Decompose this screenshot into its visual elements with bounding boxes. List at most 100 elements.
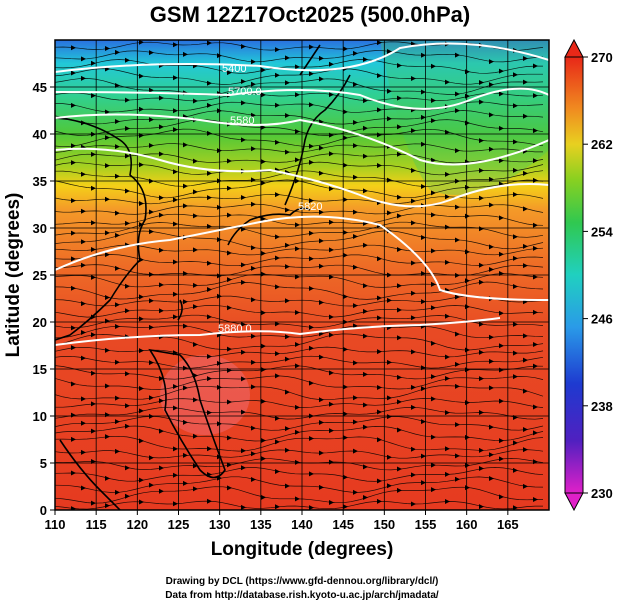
flow-arrow — [329, 332, 334, 338]
flow-arrow — [173, 259, 178, 265]
flow-arrow — [173, 75, 178, 81]
flow-arrow — [309, 44, 314, 50]
flow-arrow — [523, 333, 528, 339]
flow-arrow — [533, 245, 538, 251]
flow-arrow — [465, 69, 470, 75]
flow-arrow — [217, 148, 222, 154]
sakhalin-coast — [299, 44, 321, 76]
flow-arrow — [125, 283, 130, 289]
flow-arrow — [105, 434, 110, 440]
y-tick-label: 20 — [33, 315, 47, 330]
flow-arrow — [183, 142, 188, 148]
flow-arrow — [139, 162, 144, 168]
flow-arrow — [343, 46, 348, 52]
flow-arrow — [91, 220, 96, 226]
flow-arrow — [309, 285, 314, 291]
flow-arrow — [533, 63, 538, 69]
flow-arrow — [227, 346, 232, 352]
flow-arrow — [91, 185, 96, 191]
flow-arrow — [421, 299, 426, 305]
flow-arrow — [353, 234, 358, 240]
flow-arrow — [159, 308, 164, 314]
flow-arrow — [353, 174, 358, 180]
flow-arrow — [261, 159, 266, 165]
flow-arrow — [285, 207, 290, 213]
flow-arrow — [533, 459, 538, 465]
flow-arrow — [455, 148, 460, 154]
streamline — [55, 170, 544, 187]
flow-arrow — [105, 318, 110, 324]
flow-arrow — [455, 108, 460, 114]
flow-arrow — [431, 118, 436, 124]
flow-arrow — [159, 465, 164, 471]
flow-arrow — [149, 360, 154, 366]
flow-arrow — [445, 313, 450, 319]
flow-arrow — [523, 79, 528, 85]
flow-arrow — [275, 351, 280, 357]
flow-arrow — [455, 453, 460, 459]
flow-arrow — [139, 438, 144, 444]
flow-arrow — [285, 356, 290, 362]
flow-arrow — [513, 72, 518, 78]
flow-arrow — [353, 360, 358, 366]
flow-arrow — [241, 100, 246, 106]
flow-arrow — [455, 91, 460, 97]
flow-arrow — [343, 384, 348, 390]
streamline — [55, 435, 544, 452]
flow-arrow — [275, 234, 280, 240]
flow-arrow — [397, 194, 402, 200]
flow-arrow — [207, 410, 212, 416]
flow-arrow — [455, 237, 460, 243]
flow-arrow — [353, 120, 358, 126]
flow-arrow — [261, 67, 266, 73]
flow-arrow — [353, 323, 358, 329]
flow-arrow — [523, 206, 528, 212]
flow-arrow — [193, 282, 198, 288]
flow-arrow — [411, 198, 416, 204]
x-tick-label: 140 — [291, 517, 313, 532]
flow-arrow — [319, 238, 324, 244]
flow-arrow — [125, 153, 130, 159]
japan-east-coast — [284, 74, 351, 206]
streamline — [55, 78, 544, 96]
flow-arrow — [445, 410, 450, 416]
flow-arrow — [251, 201, 256, 207]
flow-arrow — [295, 64, 300, 70]
flow-arrow — [363, 57, 368, 63]
flow-arrow — [125, 126, 130, 132]
flow-arrow — [363, 153, 368, 159]
flow-arrow — [251, 297, 256, 303]
flow-arrow — [533, 93, 538, 99]
flow-arrow — [319, 145, 324, 151]
flow-arrow — [445, 194, 450, 200]
flow-arrow — [81, 75, 86, 81]
flow-arrow — [295, 310, 300, 316]
flow-arrow — [397, 213, 402, 219]
flow-arrow — [431, 190, 436, 196]
warm-anomaly — [160, 355, 250, 435]
y-tick-label: 0 — [40, 503, 47, 518]
flow-arrow — [363, 333, 368, 339]
flow-arrow — [275, 373, 280, 379]
flow-arrow — [377, 478, 382, 484]
flow-arrow — [125, 465, 130, 471]
flow-arrow — [227, 250, 232, 256]
flow-arrow — [295, 92, 300, 98]
flow-arrow — [499, 367, 504, 373]
flow-arrow — [261, 216, 266, 222]
flow-arrow — [217, 237, 222, 243]
flow-arrow — [465, 213, 470, 219]
flow-arrow — [479, 447, 484, 453]
flow-arrow — [183, 183, 188, 189]
colorbar-body — [564, 56, 584, 494]
flow-arrow — [397, 335, 402, 341]
flow-arrow — [319, 420, 324, 426]
flow-arrow — [499, 271, 504, 277]
flow-arrow — [207, 80, 212, 86]
flow-arrow — [295, 459, 300, 465]
flow-arrow — [71, 285, 76, 291]
flow-arrow — [71, 506, 76, 510]
flow-arrow — [241, 43, 246, 49]
flow-arrow — [183, 419, 188, 425]
